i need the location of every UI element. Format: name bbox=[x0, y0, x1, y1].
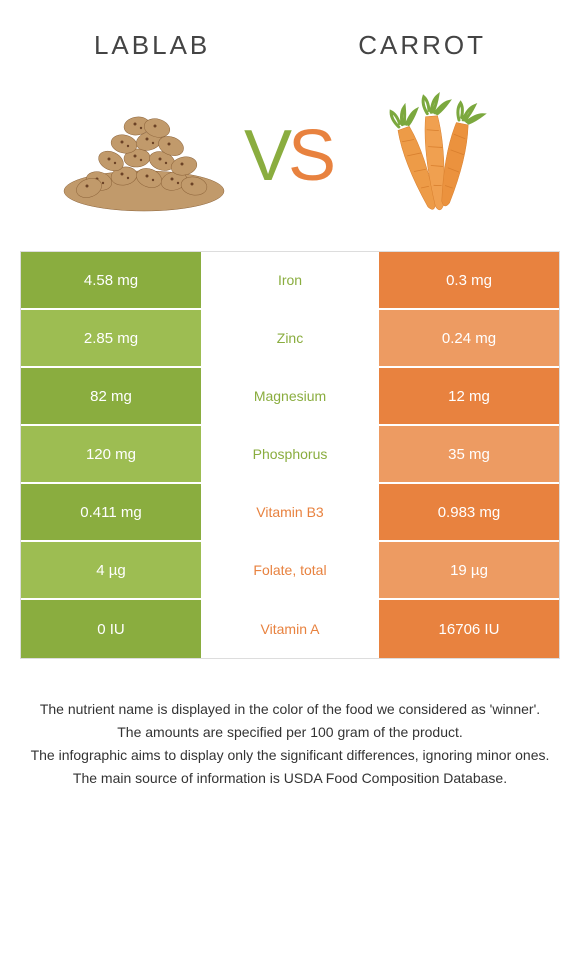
footer-line: The nutrient name is displayed in the co… bbox=[30, 699, 550, 720]
footer-notes: The nutrient name is displayed in the co… bbox=[0, 659, 580, 811]
left-value: 2.85 mg bbox=[21, 310, 201, 366]
table-row: 4.58 mgIron0.3 mg bbox=[21, 252, 559, 310]
footer-line: The infographic aims to display only the… bbox=[30, 745, 550, 766]
vs-v-letter: V bbox=[244, 115, 292, 197]
nutrient-name: Folate, total bbox=[201, 542, 379, 598]
left-value: 4.58 mg bbox=[21, 252, 201, 308]
right-value: 35 mg bbox=[379, 426, 559, 482]
right-food-image bbox=[346, 91, 526, 221]
left-food-title: Lablab bbox=[94, 30, 210, 61]
footer-line: The amounts are specified per 100 gram o… bbox=[30, 722, 550, 743]
nutrient-name: Vitamin A bbox=[201, 600, 379, 658]
right-value: 19 µg bbox=[379, 542, 559, 598]
carrots-icon bbox=[351, 91, 521, 221]
nutrient-name: Magnesium bbox=[201, 368, 379, 424]
table-row: 0.411 mgVitamin B30.983 mg bbox=[21, 484, 559, 542]
table-row: 2.85 mgZinc0.24 mg bbox=[21, 310, 559, 368]
left-value: 4 µg bbox=[21, 542, 201, 598]
left-value: 120 mg bbox=[21, 426, 201, 482]
nutrient-table: 4.58 mgIron0.3 mg2.85 mgZinc0.24 mg82 mg… bbox=[20, 251, 560, 659]
left-food-image bbox=[54, 91, 234, 221]
nutrient-name: Iron bbox=[201, 252, 379, 308]
table-row: 82 mgMagnesium12 mg bbox=[21, 368, 559, 426]
right-value: 0.3 mg bbox=[379, 252, 559, 308]
vs-s-letter: S bbox=[288, 115, 336, 197]
footer-line: The main source of information is USDA F… bbox=[30, 768, 550, 789]
right-value: 0.983 mg bbox=[379, 484, 559, 540]
table-row: 120 mgPhosphorus35 mg bbox=[21, 426, 559, 484]
vs-row: V S bbox=[0, 81, 580, 251]
left-value: 82 mg bbox=[21, 368, 201, 424]
nutrient-name: Phosphorus bbox=[201, 426, 379, 482]
table-row: 0 IUVitamin A16706 IU bbox=[21, 600, 559, 658]
lablab-beans-icon bbox=[59, 96, 229, 216]
nutrient-name: Zinc bbox=[201, 310, 379, 366]
right-value: 12 mg bbox=[379, 368, 559, 424]
right-value: 16706 IU bbox=[379, 600, 559, 658]
left-value: 0.411 mg bbox=[21, 484, 201, 540]
vs-label: V S bbox=[244, 115, 336, 197]
table-row: 4 µgFolate, total19 µg bbox=[21, 542, 559, 600]
header: Lablab Carrot bbox=[0, 0, 580, 81]
right-food-title: Carrot bbox=[358, 30, 486, 61]
left-value: 0 IU bbox=[21, 600, 201, 658]
right-value: 0.24 mg bbox=[379, 310, 559, 366]
nutrient-name: Vitamin B3 bbox=[201, 484, 379, 540]
